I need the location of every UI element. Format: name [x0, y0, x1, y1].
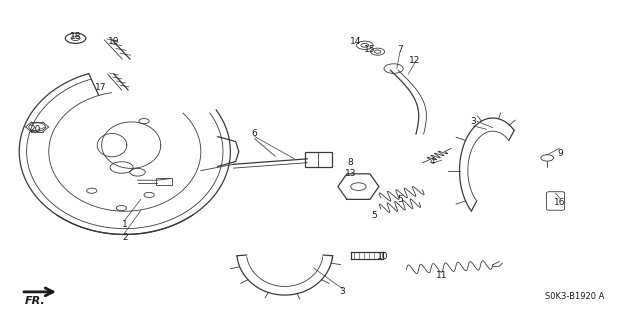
- Text: 10: 10: [377, 252, 388, 261]
- Text: 13: 13: [345, 169, 356, 178]
- Text: 5: 5: [372, 211, 377, 220]
- Text: 4: 4: [429, 157, 435, 166]
- Text: 6: 6: [252, 130, 257, 138]
- Text: 20: 20: [29, 125, 41, 134]
- Text: 16: 16: [554, 198, 566, 207]
- Text: FR.: FR.: [25, 296, 45, 306]
- Text: S0K3-B1920 A: S0K3-B1920 A: [545, 293, 605, 301]
- Text: 11: 11: [436, 271, 447, 280]
- Text: 14: 14: [349, 37, 361, 46]
- Text: 1: 1: [122, 220, 127, 229]
- Text: 7: 7: [397, 45, 403, 54]
- Text: 3: 3: [340, 287, 345, 296]
- Text: 18: 18: [70, 32, 81, 41]
- Text: 15: 15: [364, 45, 376, 54]
- Text: 3: 3: [471, 117, 476, 126]
- Text: 17: 17: [95, 83, 107, 92]
- Bar: [156, 178, 172, 185]
- Text: 8: 8: [348, 158, 353, 167]
- Text: 19: 19: [108, 37, 120, 46]
- Text: 5: 5: [397, 195, 403, 204]
- Text: 12: 12: [409, 56, 420, 65]
- Text: 2: 2: [122, 233, 127, 242]
- Text: 9: 9: [557, 149, 563, 158]
